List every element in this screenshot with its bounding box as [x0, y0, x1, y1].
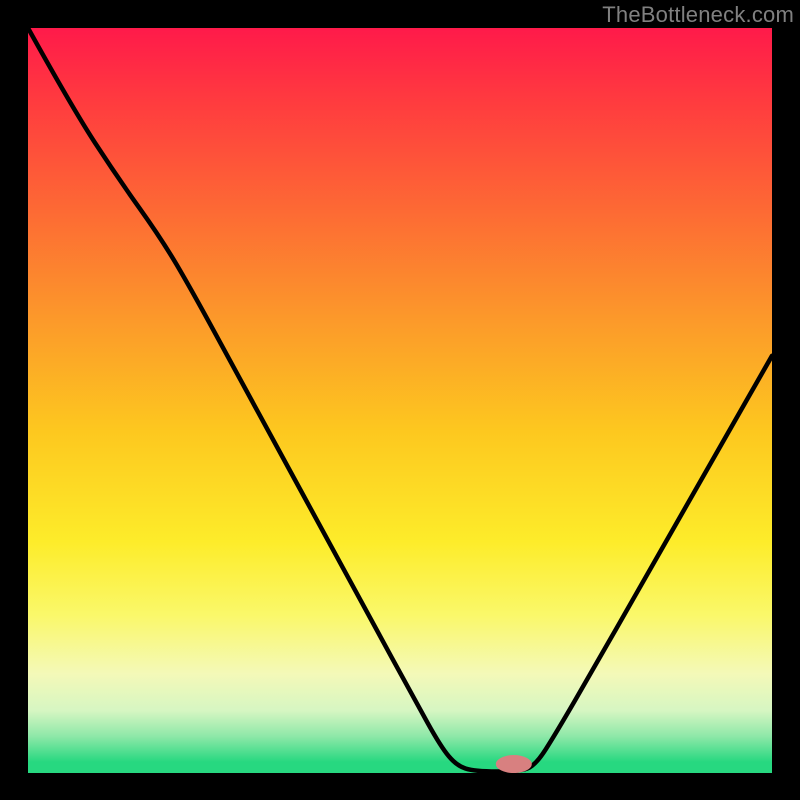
plot-area — [28, 28, 772, 773]
watermark-text: TheBottleneck.com — [602, 2, 794, 28]
bottleneck-curve — [28, 28, 772, 772]
chart-frame: TheBottleneck.com — [0, 0, 800, 800]
optimal-point-marker — [496, 755, 532, 773]
curve-overlay — [28, 28, 772, 773]
